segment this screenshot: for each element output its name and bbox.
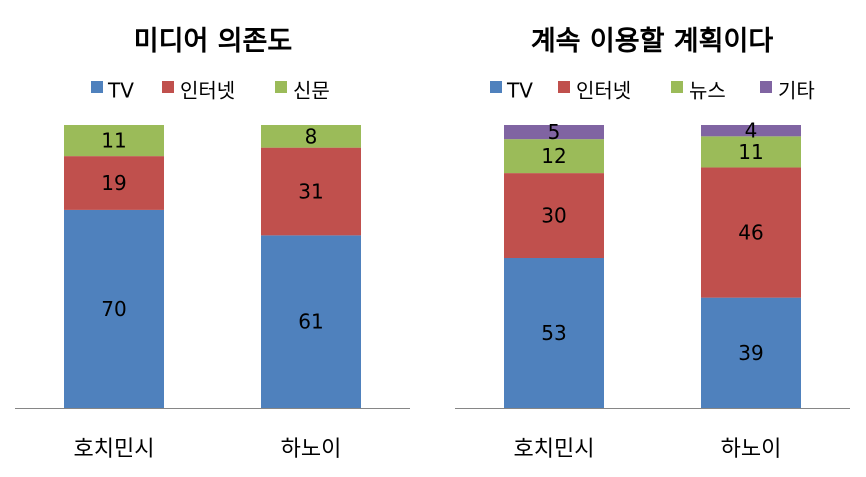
data-label: 11 [101,129,126,153]
bar-segment [701,297,801,408]
data-label: 61 [298,310,323,334]
chart-title: 미디어 의존도 [134,26,292,57]
x-tick-label: 호치민시 [74,437,155,462]
bar-segment [701,125,801,137]
bar-segment [701,136,801,168]
legend-label: 기타 [778,79,815,103]
legend-label: 인터넷 [576,79,631,103]
legend-label: 뉴스 [689,79,726,103]
data-label: 5 [548,120,561,144]
data-label: 53 [541,321,566,345]
bar-segment [504,258,604,408]
data-label: 39 [738,341,763,365]
data-label: 4 [745,119,758,143]
bar-segment [504,139,604,174]
chart-title: 계속 이용할 계획이다 [531,26,774,57]
bar-segment [261,125,361,148]
data-label: 12 [541,144,566,168]
data-label: 46 [738,221,763,245]
bar-segment [504,125,604,140]
legend-swatch [558,81,570,93]
data-label: 30 [541,204,566,228]
x-tick-label: 하노이 [281,437,342,462]
bar-segment [64,156,164,210]
bar-segment [64,125,164,157]
legend-swatch [91,81,103,93]
legend-swatch [490,81,502,93]
data-label: 70 [101,297,126,321]
data-label: 11 [738,140,763,164]
bar-segment [261,235,361,408]
legend-label: 신문 [293,79,330,103]
data-label: 8 [305,124,318,148]
legend-label: TV [107,79,134,103]
legend-label: 인터넷 [180,79,235,103]
bar-segment [64,209,164,408]
x-tick-label: 호치민시 [514,437,595,462]
data-label: 19 [101,171,126,195]
bar-segment [701,167,801,298]
legend-label: TV [506,79,533,103]
legend-swatch [162,81,174,93]
bar-segment [261,147,361,236]
x-tick-label: 하노이 [721,437,782,462]
legend-swatch [760,81,772,93]
data-label: 31 [298,180,323,204]
bar-segment [504,173,604,259]
legend-swatch [671,81,683,93]
legend-swatch [275,81,287,93]
